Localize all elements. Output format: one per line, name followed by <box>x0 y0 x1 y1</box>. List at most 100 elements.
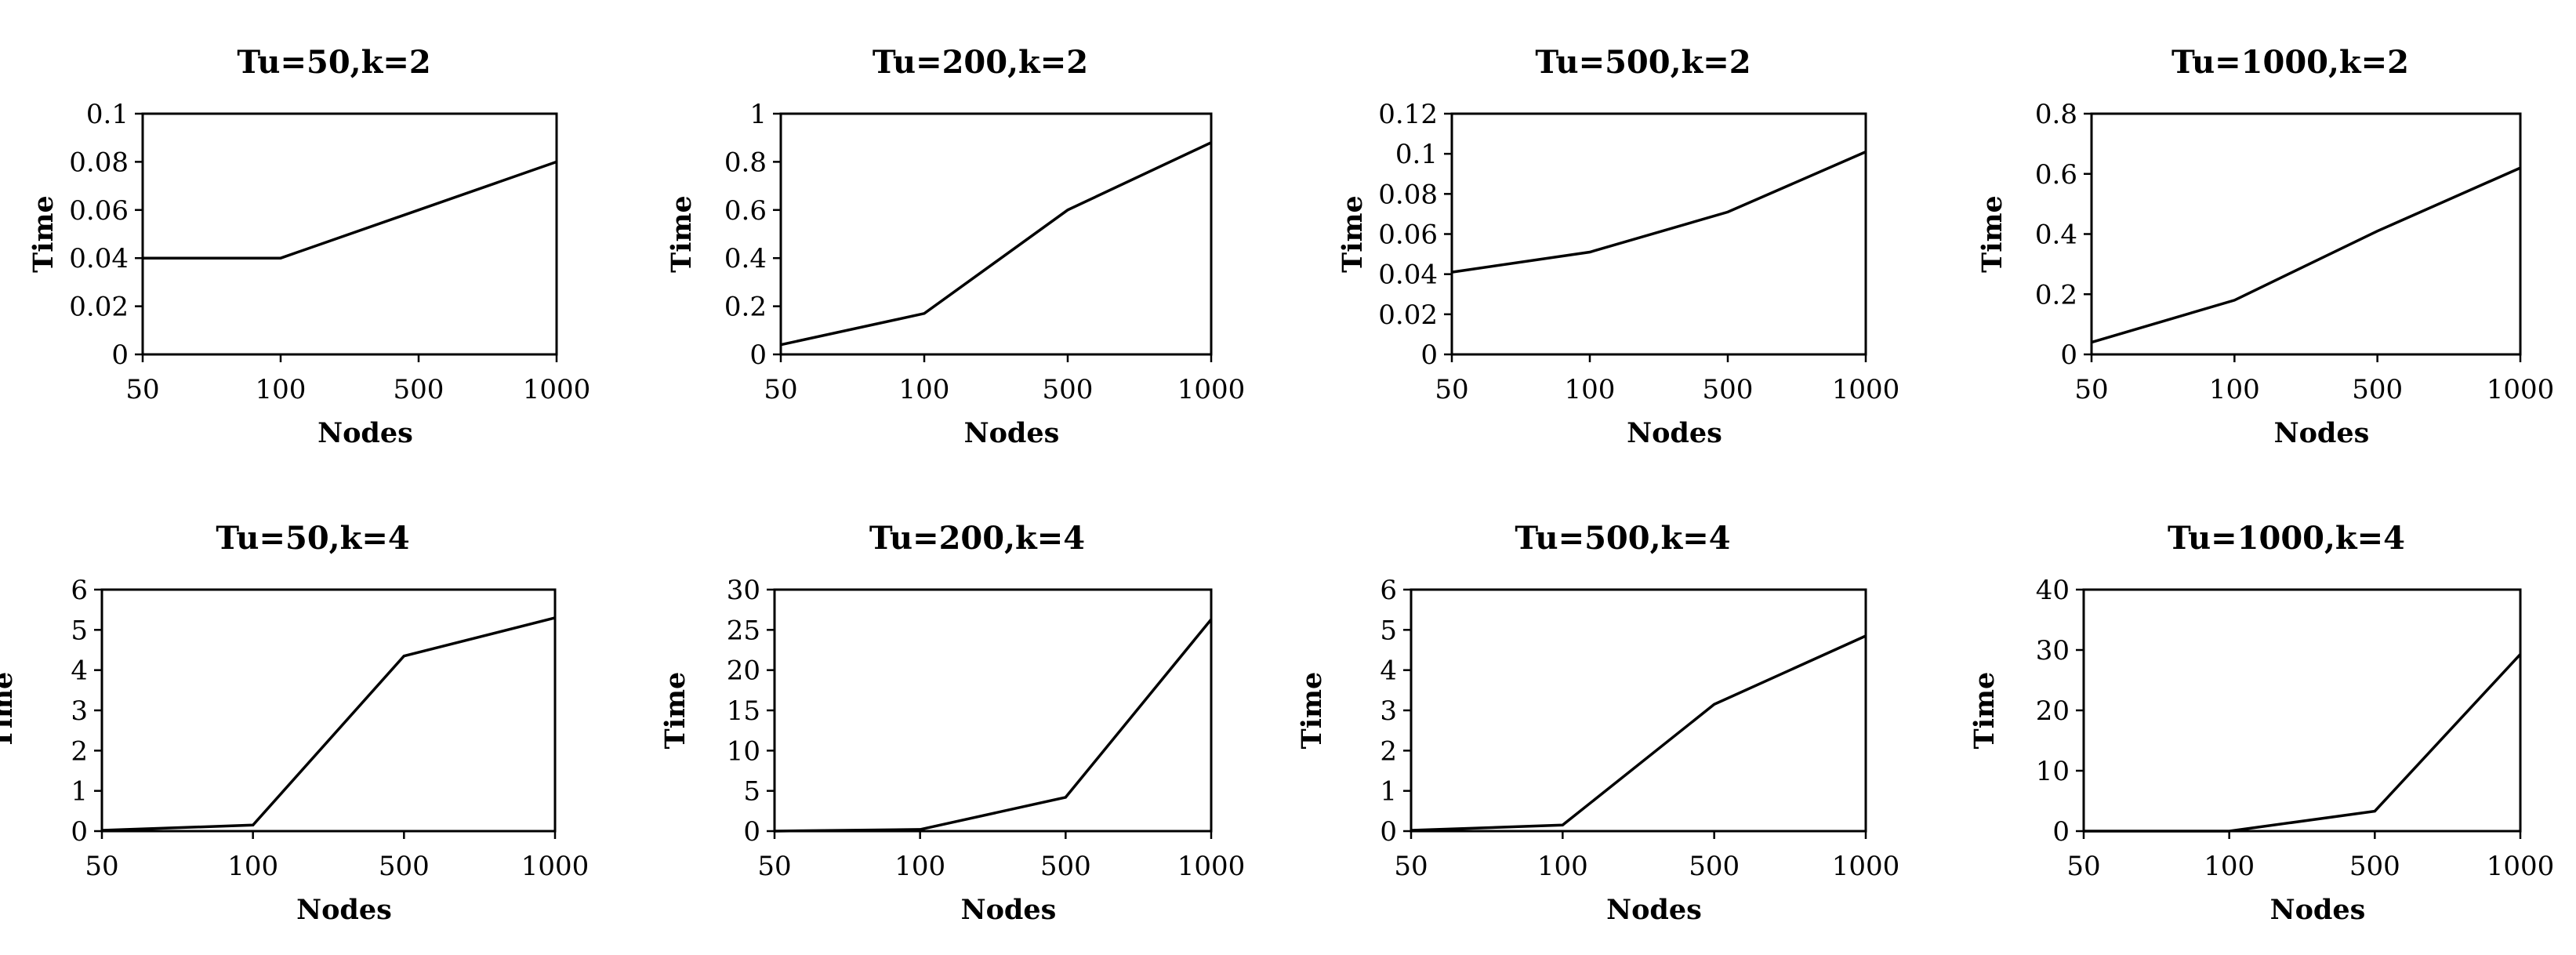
x-tick-label: 100 <box>2204 851 2255 882</box>
x-tick-label: 500 <box>1043 374 1094 405</box>
series-line <box>774 618 1213 833</box>
x-axis-label: Nodes <box>1627 417 1722 449</box>
x-tick-label: 1000 <box>1177 374 1246 405</box>
x-tick-label: 100 <box>256 374 307 405</box>
y-tick-label: 2 <box>71 735 88 767</box>
y-tick-label: 4 <box>71 655 88 687</box>
series-line <box>780 141 1212 347</box>
x-tick-label: 100 <box>1537 851 1588 882</box>
chart-title: Tu=200,k=4 <box>869 520 1085 557</box>
x-tick-label: 500 <box>1689 851 1740 882</box>
chart-panel-5: Tu=50,k=4 0 1 2 3 4 5 6 50 100 500 1000 Nodes Time <box>0 520 589 926</box>
chart-title: Tu=500,k=4 <box>1515 520 1730 557</box>
y-tick-label: 30 <box>2036 635 2070 666</box>
y-tick-label: 0 <box>743 816 760 848</box>
y-tick-label: 20 <box>2036 695 2070 727</box>
x-tick-label: 50 <box>85 851 118 882</box>
x-tick-label: 1000 <box>521 851 590 882</box>
y-tick-label: 0.06 <box>1378 220 1438 251</box>
y-tick-label: 0.08 <box>1378 179 1438 210</box>
plot-frame <box>141 112 558 356</box>
y-tick-label: 5 <box>71 615 88 646</box>
chart-panel-7: Tu=500,k=4 0 1 2 3 4 5 6 50 100 500 1000 Nodes Time <box>1296 520 1899 926</box>
y-tick-label: 0.8 <box>724 147 767 178</box>
series-line <box>1410 634 1867 832</box>
y-axis-label: Time <box>1337 195 1369 273</box>
x-tick-label: 100 <box>894 851 945 882</box>
x-tick-label: 100 <box>899 374 950 405</box>
y-tick-label: 0.2 <box>724 292 767 323</box>
plot-frame <box>779 112 1213 356</box>
y-tick-label: 0.8 <box>2035 99 2077 130</box>
x-axis-label: Nodes <box>964 417 1060 449</box>
chart-title: Tu=1000,k=4 <box>2168 520 2405 557</box>
y-tick-label: 0.6 <box>2035 159 2077 191</box>
y-tick-label: 0.2 <box>2035 279 2077 310</box>
y-tick-label: 0 <box>1380 816 1397 848</box>
chart-panel-1: Tu=50,k=2 0 0.02 0.04 0.06 0.08 0.1 50 100 500 100… <box>27 44 590 449</box>
plot-frame <box>1410 588 1867 833</box>
x-tick-label: 500 <box>2349 851 2400 882</box>
x-tick-label: 50 <box>2066 851 2100 882</box>
x-tick-label: 1000 <box>1832 374 1900 405</box>
x-tick-label: 100 <box>2209 374 2260 405</box>
x-tick-label: 500 <box>1040 851 1091 882</box>
y-tick-label: 2 <box>1380 735 1397 767</box>
plot-frame <box>2090 112 2522 356</box>
y-tick-label: 1 <box>71 776 88 808</box>
y-tick-label: 3 <box>1380 695 1397 727</box>
y-tick-label: 4 <box>1380 655 1397 687</box>
x-tick-label: 50 <box>764 374 797 405</box>
chart-panel-8: Tu=1000,k=4 0 10 20 30 40 50 100 500 1000 Nodes Tim… <box>1968 520 2554 926</box>
y-axis-label: Time <box>659 672 691 750</box>
plot-frame <box>100 588 557 833</box>
y-tick-label: 0.12 <box>1378 99 1438 130</box>
y-tick-label: 0.02 <box>1378 300 1438 331</box>
y-tick-label: 5 <box>743 776 760 808</box>
x-axis-label: Nodes <box>2274 417 2370 449</box>
chart-panel-6: Tu=200,k=4 0 5 10 15 20 25 30 50 100 500 1000 Nodes T… <box>659 520 1245 926</box>
y-tick-label: 0.6 <box>724 195 767 227</box>
series-line <box>2091 166 2521 344</box>
x-axis-label: Nodes <box>1606 894 1702 926</box>
chart-panel-2: Tu=200,k=2 0 0.2 0.4 0.6 0.8 1 50 100 500 1000 Node… <box>666 44 1245 449</box>
x-tick-label: 500 <box>379 851 430 882</box>
y-tick-label: 0 <box>1420 340 1438 371</box>
plot-frame <box>2082 588 2522 833</box>
y-tick-label: 10 <box>727 735 760 767</box>
y-tick-label: 0 <box>71 816 88 848</box>
series-line <box>143 160 557 260</box>
y-axis-label: Time <box>0 672 19 750</box>
y-tick-label: 20 <box>727 655 760 687</box>
y-axis-label: Time <box>1296 672 1328 750</box>
x-tick-label: 50 <box>757 851 791 882</box>
chart-title: Tu=50,k=2 <box>237 44 430 81</box>
x-axis-label: Nodes <box>961 894 1057 926</box>
x-tick-label: 50 <box>1394 851 1428 882</box>
y-tick-label: 15 <box>727 695 760 727</box>
y-tick-label: 1 <box>749 99 767 130</box>
y-tick-label: 6 <box>1380 575 1397 606</box>
x-tick-label: 100 <box>227 851 278 882</box>
y-tick-label: 0 <box>111 340 129 371</box>
y-tick-label: 10 <box>2036 756 2070 787</box>
x-tick-label: 1000 <box>1177 851 1246 882</box>
x-tick-label: 1000 <box>2487 851 2555 882</box>
y-tick-label: 30 <box>727 575 760 606</box>
x-tick-label: 500 <box>2352 374 2403 405</box>
chart-title: Tu=500,k=2 <box>1535 44 1751 81</box>
y-tick-label: 6 <box>71 575 88 606</box>
x-tick-label: 100 <box>1565 374 1616 405</box>
x-tick-label: 50 <box>1435 374 1468 405</box>
y-tick-label: 1 <box>1380 776 1397 808</box>
x-tick-label: 50 <box>2074 374 2108 405</box>
x-tick-label: 50 <box>125 374 159 405</box>
y-tick-label: 0.06 <box>69 195 129 227</box>
y-tick-label: 0.4 <box>724 243 767 274</box>
x-axis-label: Nodes <box>296 894 392 926</box>
chart-panel-4: Tu=1000,k=2 0 0.2 0.4 0.6 0.8 50 100 500 1000 Node… <box>1976 44 2554 449</box>
chart-title: Tu=50,k=4 <box>216 520 409 557</box>
y-tick-label: 0.1 <box>1395 139 1438 170</box>
y-tick-label: 0.04 <box>69 243 129 274</box>
